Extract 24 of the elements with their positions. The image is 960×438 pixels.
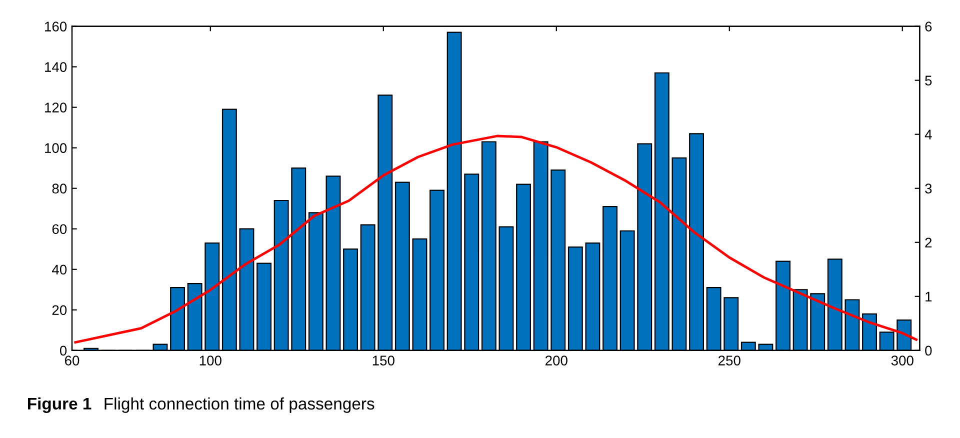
x-tick-label: 250 <box>718 356 740 366</box>
y-tick-label: 160 <box>45 22 67 32</box>
y2-tick-label: 1 <box>926 292 932 302</box>
y-tick-label: 20 <box>52 305 67 316</box>
y-tick-label: 140 <box>45 62 67 72</box>
y-tick-label: 120 <box>45 102 67 112</box>
y-tick-label: 0 <box>60 346 67 356</box>
caption: Figure 1 Flight connection time of passengers <box>28 397 374 413</box>
x-tick-label: 100 <box>200 356 222 366</box>
x-tick-label: 300 <box>891 356 914 366</box>
y2-tick-label: 0 <box>925 346 932 356</box>
y2-tick-label: 2 <box>925 238 932 248</box>
y-tick-label: 80 <box>52 184 67 194</box>
x-tick-label: 60 <box>64 356 80 366</box>
y-tick-label: 40 <box>52 264 67 275</box>
y2-tick-label: 4 <box>924 130 932 140</box>
x-tick-label: 150 <box>372 356 394 366</box>
y2-tick-label: 5 <box>925 76 932 86</box>
line-series <box>74 134 918 344</box>
y2-tick-label: 6 <box>925 22 932 32</box>
y-tick-label: 60 <box>52 224 67 234</box>
y2-tick-label: 3 <box>925 184 932 194</box>
x-tick-label: 200 <box>546 356 568 366</box>
y-tick-label: 100 <box>45 143 67 153</box>
